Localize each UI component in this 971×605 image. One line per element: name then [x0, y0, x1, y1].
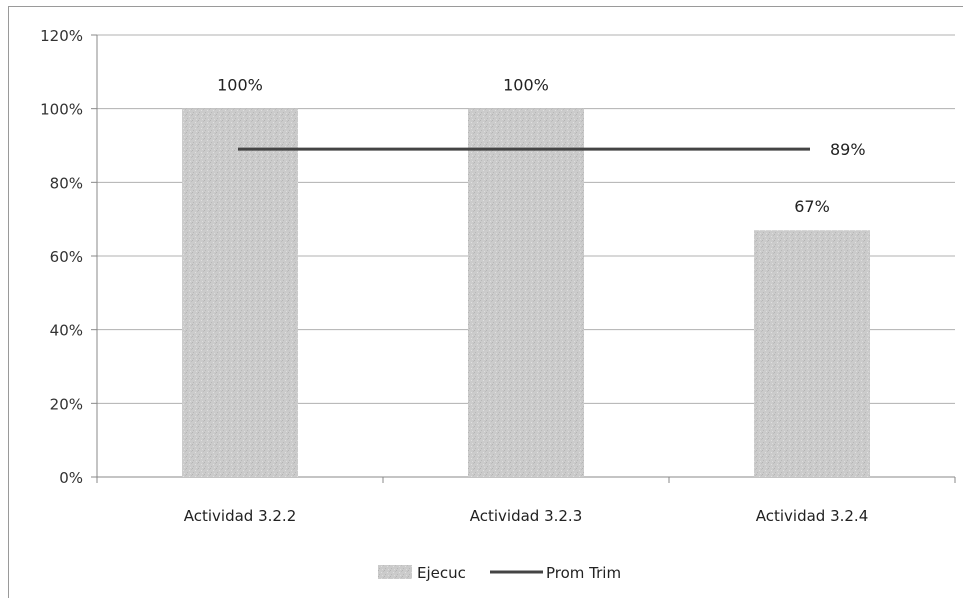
category-label: Actividad 3.2.2 [184, 507, 297, 525]
bar-value-label: 100% [217, 76, 263, 95]
bars [182, 109, 870, 477]
legend-label-ejecuc: Ejecuc [417, 564, 466, 582]
bar [182, 109, 298, 477]
y-tick-label: 60% [50, 248, 83, 266]
y-tick-label: 20% [50, 395, 83, 413]
y-tick-label: 0% [59, 469, 83, 487]
category-label: Actividad 3.2.4 [756, 507, 869, 525]
y-tick-label: 100% [40, 101, 83, 119]
bar-value-label: 67% [794, 197, 830, 216]
legend-swatch-ejecuc [378, 565, 412, 579]
legend-label-prom-trim: Prom Trim [546, 564, 621, 582]
y-tick-label: 120% [40, 27, 83, 45]
y-tick-label: 40% [50, 322, 83, 340]
legend: Ejecuc Prom Trim [378, 564, 621, 582]
bar [468, 109, 584, 477]
line-value-label: 89% [830, 140, 866, 159]
y-tick-label: 80% [50, 174, 83, 192]
category-label: Actividad 3.2.3 [470, 507, 583, 525]
bar-value-label: 100% [503, 76, 549, 95]
bar [754, 230, 870, 477]
